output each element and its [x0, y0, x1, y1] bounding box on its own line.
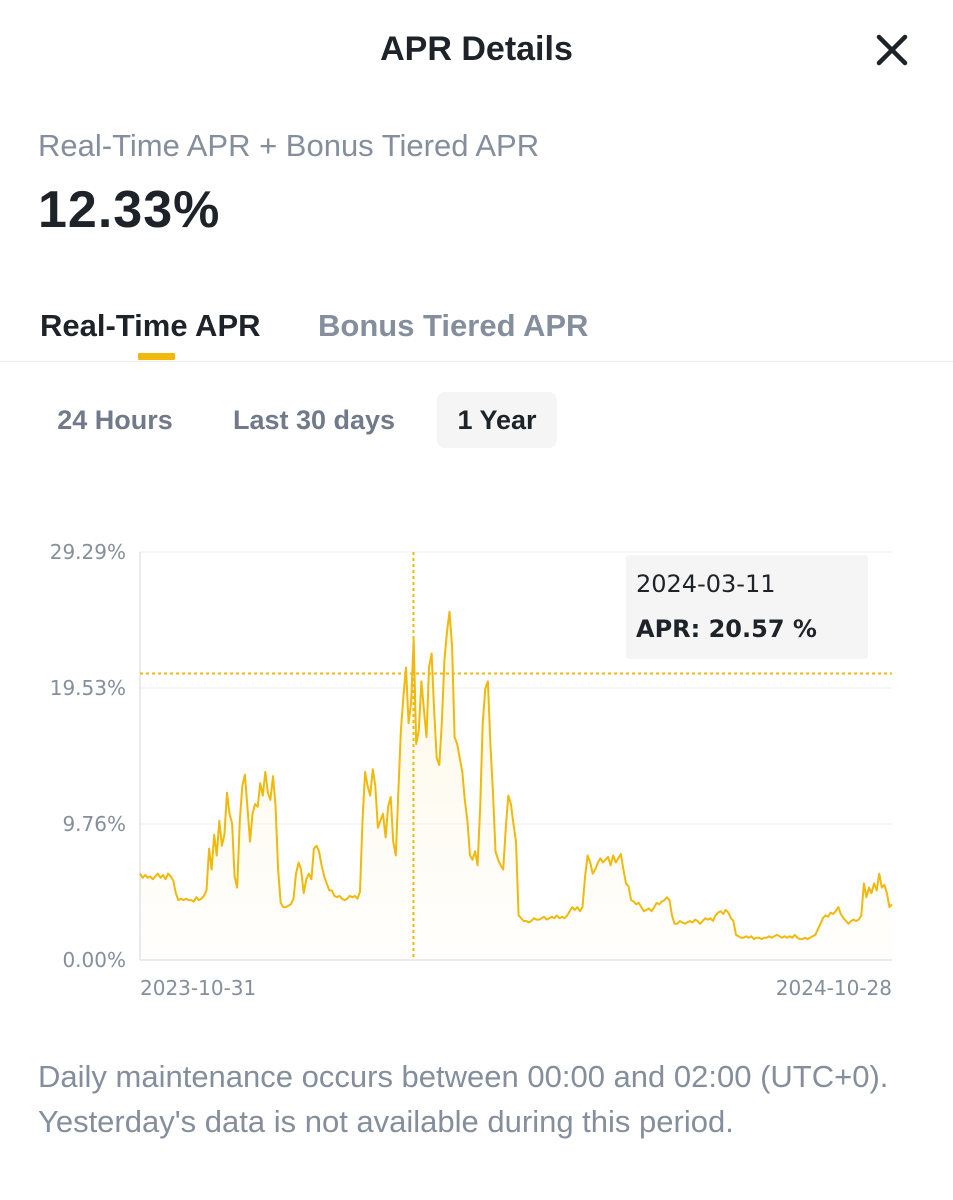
- y-tick-label: 29.29%: [50, 540, 126, 564]
- tab-bonus-tiered-apr[interactable]: Bonus Tiered APR: [318, 308, 589, 343]
- tab-real-time-apr[interactable]: Real-Time APR: [40, 308, 261, 343]
- apr-chart-svg: 29.29% 19.53% 9.76% 0.00% 2023-10-31 2024-10-…: [50, 540, 893, 1000]
- tooltip-apr: APR: 20.57 %: [636, 615, 817, 643]
- y-tick-label: 9.76%: [62, 812, 126, 836]
- header: APR Details: [0, 0, 953, 100]
- x-tick-label: 2023-10-31: [140, 976, 256, 1000]
- y-tick-label: 19.53%: [50, 676, 126, 700]
- y-tick-label: 0.00%: [62, 948, 126, 972]
- close-icon: [876, 34, 908, 66]
- apr-tabs: Real-Time APR Bonus Tiered APR: [0, 300, 953, 362]
- summary-value: 12.33%: [38, 181, 221, 239]
- close-button[interactable]: [870, 28, 914, 72]
- range-24-hours-button[interactable]: 24 Hours: [57, 405, 173, 435]
- active-tab-indicator: [138, 353, 175, 360]
- range-last-30-days-button[interactable]: Last 30 days: [232, 405, 396, 435]
- range-1-year-button[interactable]: 1 Year: [437, 392, 557, 448]
- series-area: [140, 611, 892, 960]
- series-line: [139, 610, 893, 941]
- tooltip-date: 2024-03-11: [636, 570, 776, 598]
- x-tick-label: 2024-10-28: [776, 976, 892, 1000]
- summary-label: Real-Time APR + Bonus Tiered APR: [38, 128, 540, 163]
- apr-chart[interactable]: 29.29% 19.53% 9.76% 0.00% 2023-10-31 2024-10-…: [0, 530, 953, 1010]
- maintenance-note: Daily maintenance occurs between 00:00 a…: [38, 1059, 889, 1139]
- page-title: APR Details: [380, 30, 573, 68]
- chart-tooltip: 2024-03-11 APR: 20.57 %: [626, 555, 868, 659]
